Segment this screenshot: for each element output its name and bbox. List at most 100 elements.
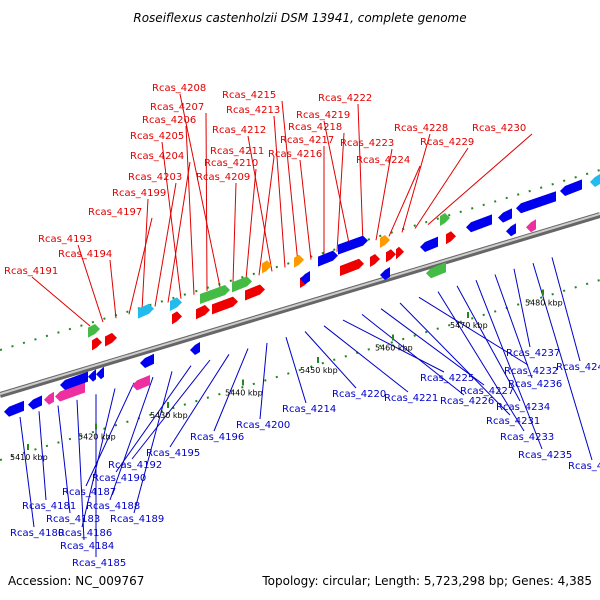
reverse-gene-label: Rcas_4192	[108, 460, 162, 471]
forward-gene	[338, 235, 368, 255]
reverse-gene	[466, 214, 492, 233]
forward-gene	[172, 311, 182, 325]
reverse-gene-label: Rcas_4200	[236, 420, 290, 431]
reverse-gene-label: Rcas_4221	[384, 393, 438, 404]
reverse-gene-label: Rcas_4196	[190, 432, 244, 443]
reverse-gene-label: Rcas_4227	[460, 386, 514, 397]
reverse-gene	[88, 369, 96, 382]
gene-features	[4, 174, 600, 417]
reverse-gene-label: Rcas_4226	[440, 396, 494, 407]
forward-gene-label: Rcas_4206	[142, 115, 196, 126]
reverse-label-leader	[513, 268, 531, 348]
reverse-gene	[498, 208, 512, 223]
forward-gene-label: Rcas_4212	[212, 125, 266, 136]
forward-label-leader	[77, 244, 104, 323]
reverse-gene-label: Rcas_4183	[46, 514, 100, 525]
forward-label-leader	[154, 182, 177, 307]
forward-label-leader	[31, 276, 91, 327]
reverse-label-leader	[285, 337, 307, 404]
reverse-gene-label: Rcas_4188	[86, 501, 140, 512]
reverse-label-leader	[304, 331, 357, 389]
reverse-label-leader	[323, 325, 409, 393]
reverse-label-leader	[109, 376, 154, 501]
forward-gene	[92, 337, 102, 351]
forward-gene	[318, 250, 338, 267]
reverse-label-leader	[169, 354, 230, 448]
forward-gene	[105, 332, 117, 347]
reverse-label-leader	[133, 371, 173, 514]
reverse-label-leader	[259, 342, 268, 420]
forward-gene-label: Rcas_4224	[356, 155, 410, 166]
reverse-gene	[28, 395, 42, 410]
reverse-label-leader	[213, 348, 249, 432]
scale-tick-label: 5480 kbp	[525, 299, 563, 308]
reverse-gene-label: Rcas_4214	[282, 404, 336, 415]
forward-label-leader	[336, 132, 345, 252]
reverse-gene-label: Rcas_4236	[508, 379, 562, 390]
reverse-label-leader	[475, 280, 543, 450]
reverse-gene-label: Rcas_4186	[58, 528, 112, 539]
forward-gene	[370, 254, 380, 267]
label-leaders	[19, 93, 593, 557]
forward-gene-label: Rcas_4194	[58, 249, 112, 260]
forward-gene-label: Rcas_4217	[280, 135, 334, 146]
forward-gene	[196, 305, 210, 320]
reverse-label-leader	[494, 274, 533, 379]
reverse-gene-label: Rcas_4181	[22, 501, 76, 512]
forward-gene	[170, 297, 182, 311]
forward-gene	[212, 296, 238, 315]
reverse-label-leader	[115, 365, 192, 473]
scale-tick-label: 5450 kbp	[300, 366, 338, 375]
forward-label-leader	[205, 112, 208, 291]
reverse-label-leader	[57, 405, 71, 514]
reverse-gene	[300, 271, 310, 284]
forward-gene-label: Rcas_4228	[394, 123, 448, 134]
forward-label-leader	[161, 141, 182, 299]
reverse-gene-label: Rcas_4220	[332, 389, 386, 400]
forward-gene	[232, 276, 252, 293]
reverse-gene	[190, 342, 200, 355]
forward-gene-label: Rcas_4230	[472, 123, 526, 134]
forward-gene	[245, 284, 265, 301]
forward-label-leader	[167, 161, 191, 303]
reverse-gene-label: Rcas_4190	[92, 473, 146, 484]
reverse-label-leader	[85, 382, 135, 487]
forward-label-leader	[375, 148, 393, 241]
forward-gene-label: Rcas_4197	[88, 207, 142, 218]
reverse-gene-label: Rcas_4234	[496, 402, 550, 413]
reverse-gene-label: Rcas_4185	[72, 558, 126, 569]
forward-gene	[446, 231, 456, 245]
reverse-gene	[380, 267, 390, 280]
forward-gene	[200, 285, 230, 304]
map-title: Roseiflexus castenholzii DSM 13941, comp…	[133, 11, 466, 25]
scale-tick-label: 5410 kbp	[10, 453, 48, 462]
scale-ticks: 5410 kbp 5420 kbp 5430 kbp 5440 kbp 5450 kbp…	[10, 289, 563, 462]
reverse-gene	[140, 353, 154, 368]
reverse-gene-label: Rcas_4235	[518, 450, 572, 461]
reverse-label-leader	[342, 319, 445, 373]
forward-gene-label: Rcas_4223	[340, 138, 394, 149]
forward-label-leader	[414, 147, 469, 229]
forward-gene-label: Rcas_4216	[268, 149, 322, 160]
reverse-gene-label: Rcas_4231	[486, 416, 540, 427]
forward-gene	[88, 324, 100, 338]
forward-label-leader	[109, 259, 117, 319]
forward-gene	[262, 260, 272, 274]
reverse-gene	[560, 179, 582, 196]
forward-label-leader	[247, 135, 273, 272]
reverse-gene-label: Rcas_4233	[500, 432, 554, 443]
accession-text: Accession: NC_009767	[8, 574, 144, 588]
forward-gene-label: Rcas_4211	[210, 146, 264, 157]
forward-gene	[386, 249, 396, 263]
forward-label-leader	[323, 120, 351, 249]
forward-gene-label: Rcas_4229	[420, 137, 474, 148]
forward-gene	[294, 254, 304, 268]
forward-gene-label: Rcas_4215	[222, 90, 276, 101]
reverse-gene	[590, 174, 600, 187]
reverse-gene	[426, 262, 446, 279]
forward-label-leader	[185, 125, 195, 295]
genome-backbone-highlight	[0, 213, 600, 395]
reverse-label-leader	[131, 359, 211, 460]
forward-label-leader	[245, 168, 257, 280]
